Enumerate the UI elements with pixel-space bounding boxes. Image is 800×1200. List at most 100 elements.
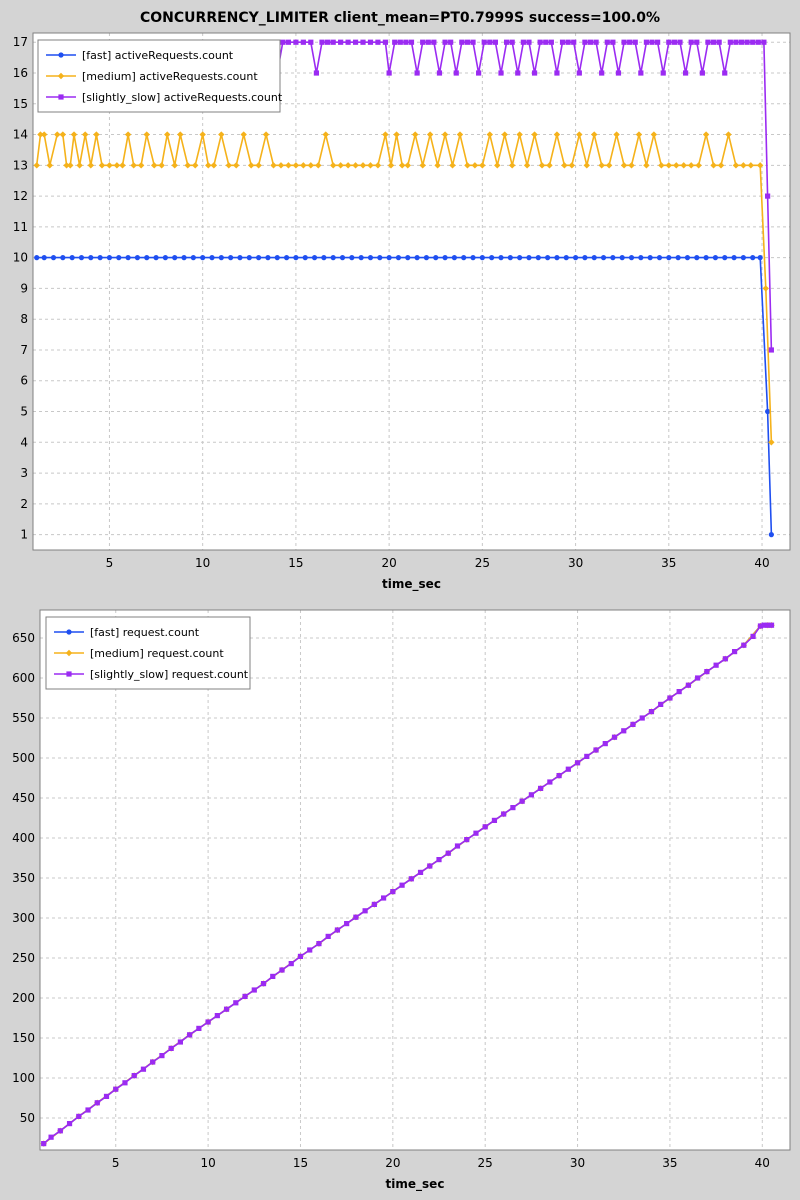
data-point — [738, 39, 745, 45]
data-point — [695, 675, 701, 681]
data-point — [694, 255, 700, 261]
data-point — [352, 162, 359, 169]
data-point — [538, 162, 546, 169]
y-tick-label: 4 — [20, 435, 28, 449]
x-axis-label: time_sec — [382, 577, 441, 592]
data-point — [479, 162, 486, 169]
data-point — [647, 255, 653, 261]
data-point — [574, 760, 581, 766]
data-point — [184, 162, 191, 169]
data-point — [494, 162, 501, 169]
y-tick-label: 9 — [20, 281, 28, 295]
data-point — [520, 39, 526, 45]
data-point — [528, 792, 534, 798]
data-point — [322, 131, 329, 138]
legend: [fast] activeRequests.count [medium] acti… — [37, 39, 283, 113]
gridlines — [40, 610, 790, 1150]
legend-marker — [57, 72, 65, 80]
data-point — [392, 39, 398, 45]
data-point — [134, 255, 141, 261]
chart-active-requests: 5 10 15 20 25 30 35 401234567891011121314151617… — [13, 10, 791, 592]
data-point — [685, 682, 691, 688]
data-point — [302, 255, 308, 261]
data-point — [200, 255, 206, 261]
data-point — [750, 633, 756, 639]
data-point — [682, 70, 689, 76]
data-point — [113, 162, 121, 169]
y-tick-label: 250 — [12, 951, 35, 965]
data-point — [404, 162, 411, 169]
y-tick-label: 17 — [13, 35, 28, 49]
legend-marker — [58, 52, 64, 58]
data-point — [582, 255, 588, 261]
data-point — [658, 162, 665, 169]
y-tick-label: 14 — [13, 128, 28, 142]
legend-label: [slightly_slow] activeRequests.count — [82, 91, 283, 104]
data-point — [387, 162, 395, 169]
data-point — [470, 39, 476, 45]
series-0 — [34, 255, 774, 538]
data-point — [334, 927, 341, 933]
data-point — [50, 255, 57, 261]
legend-marker — [66, 629, 72, 635]
data-point — [489, 255, 495, 261]
data-point — [461, 255, 467, 261]
data-point — [315, 162, 322, 169]
data-point — [722, 255, 728, 261]
y-tick-label: 650 — [12, 631, 35, 645]
y-tick-label: 350 — [12, 871, 35, 885]
data-point — [177, 1039, 183, 1045]
data-point — [713, 662, 719, 668]
x-tick-label: 40 — [755, 1156, 770, 1170]
plot-frame — [32, 32, 791, 551]
data-point — [660, 70, 666, 76]
data-point — [106, 162, 113, 169]
data-point — [285, 162, 292, 169]
y-tick-label: 1 — [20, 528, 28, 542]
data-point — [565, 39, 571, 45]
data-point — [260, 981, 267, 987]
y-tick-label: 3 — [20, 466, 28, 480]
data-point — [632, 39, 638, 45]
data-point — [433, 255, 439, 261]
data-point — [390, 889, 396, 895]
data-point — [382, 131, 389, 138]
data-point — [339, 255, 346, 261]
data-point — [367, 39, 374, 45]
data-point — [168, 1045, 174, 1051]
legend-label: [medium] request.count — [90, 647, 224, 660]
data-point — [85, 1107, 91, 1113]
data-point — [501, 131, 508, 138]
data-point — [87, 162, 95, 169]
data-point — [427, 863, 433, 869]
data-point — [196, 1025, 202, 1031]
data-point — [702, 131, 710, 138]
data-point — [675, 255, 681, 261]
legend-marker — [58, 94, 64, 100]
data-point — [765, 408, 771, 415]
data-point — [150, 1059, 156, 1065]
series-line — [43, 624, 772, 1145]
data-point — [565, 766, 571, 772]
data-point — [568, 162, 576, 169]
data-point — [153, 255, 159, 261]
series-1 — [33, 131, 775, 446]
y-tick-label: 5 — [20, 405, 28, 419]
data-point — [46, 162, 53, 169]
data-point — [503, 39, 510, 45]
data-point — [613, 131, 620, 138]
data-point — [747, 162, 755, 169]
data-point — [487, 39, 493, 45]
plot-area — [40, 610, 790, 1150]
y-tick-label: 12 — [13, 189, 28, 203]
data-point — [630, 721, 636, 727]
x-tick-label: 30 — [568, 556, 583, 570]
data-point — [251, 987, 257, 993]
plot-area — [33, 33, 790, 550]
data-point — [420, 39, 426, 45]
data-point — [508, 162, 516, 169]
data-point — [650, 131, 658, 138]
data-point — [228, 255, 234, 261]
chart-title: CONCURRENCY_LIMITER client_mean=PT0.7999… — [140, 10, 660, 26]
